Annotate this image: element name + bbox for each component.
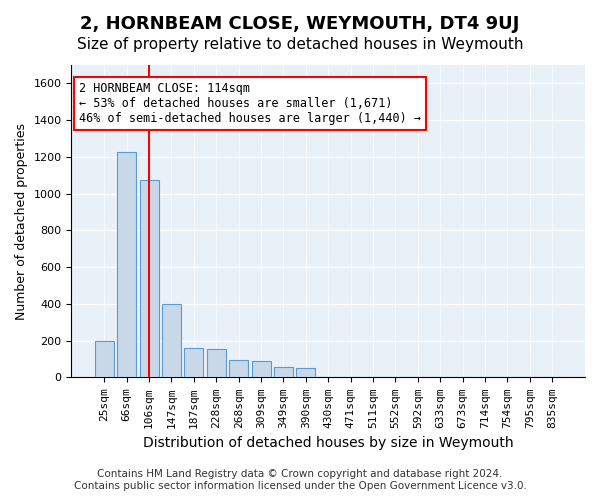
Bar [296, 368, 316, 378]
Text: Size of property relative to detached houses in Weymouth: Size of property relative to detached ho… [77, 38, 523, 52]
Bar [95, 340, 114, 378]
Bar [251, 361, 271, 378]
X-axis label: Distribution of detached houses by size in Weymouth: Distribution of detached houses by size … [143, 436, 514, 450]
Bar [140, 180, 158, 378]
Bar [162, 304, 181, 378]
Bar [229, 360, 248, 378]
Bar [117, 152, 136, 378]
Text: 2, HORNBEAM CLOSE, WEYMOUTH, DT4 9UJ: 2, HORNBEAM CLOSE, WEYMOUTH, DT4 9UJ [80, 15, 520, 33]
Y-axis label: Number of detached properties: Number of detached properties [15, 122, 28, 320]
Bar [274, 368, 293, 378]
Bar [207, 349, 226, 378]
Bar [184, 348, 203, 378]
Text: Contains HM Land Registry data © Crown copyright and database right 2024.
Contai: Contains HM Land Registry data © Crown c… [74, 470, 526, 491]
Text: 2 HORNBEAM CLOSE: 114sqm
← 53% of detached houses are smaller (1,671)
46% of sem: 2 HORNBEAM CLOSE: 114sqm ← 53% of detach… [79, 82, 421, 125]
